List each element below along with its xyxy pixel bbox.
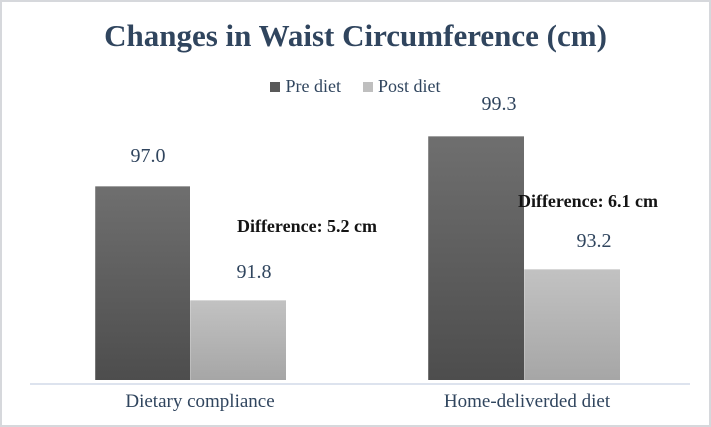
x-axis-line [30,383,690,385]
bar-pre-diet-dietary-compliance [95,186,190,380]
bar-pre-diet-home-delivered [428,136,524,380]
legend-label-pre-diet: Pre diet [285,76,341,96]
bar-post-diet-dietary-compliance [190,300,286,380]
bar-post-diet-home-delivered [524,269,620,380]
value-label-post-dietary: 91.8 [236,261,272,283]
legend-item-pre-diet: Pre diet [270,76,341,97]
category-label-home-delivered: Home-deliverded diet [443,391,611,412]
value-label-pre-home: 99.3 [481,93,517,115]
category-label-dietary-compliance: Dietary compliance [125,391,275,412]
chart-legend: Pre diet Post diet [2,76,709,97]
legend-item-post-diet: Post diet [362,76,441,97]
difference-annotation-home: Difference: 6.1 cm [517,191,659,211]
post-diet-swatch-icon [362,81,373,92]
legend-label-post-diet: Post diet [377,76,441,96]
value-label-pre-dietary: 97.0 [130,145,166,167]
pre-diet-swatch-icon [270,81,281,92]
value-label-post-home: 93.2 [576,230,612,252]
chart-title: Changes in Waist Circumference (cm) [104,18,607,53]
difference-annotation-dietary: Difference: 5.2 cm [236,216,378,236]
